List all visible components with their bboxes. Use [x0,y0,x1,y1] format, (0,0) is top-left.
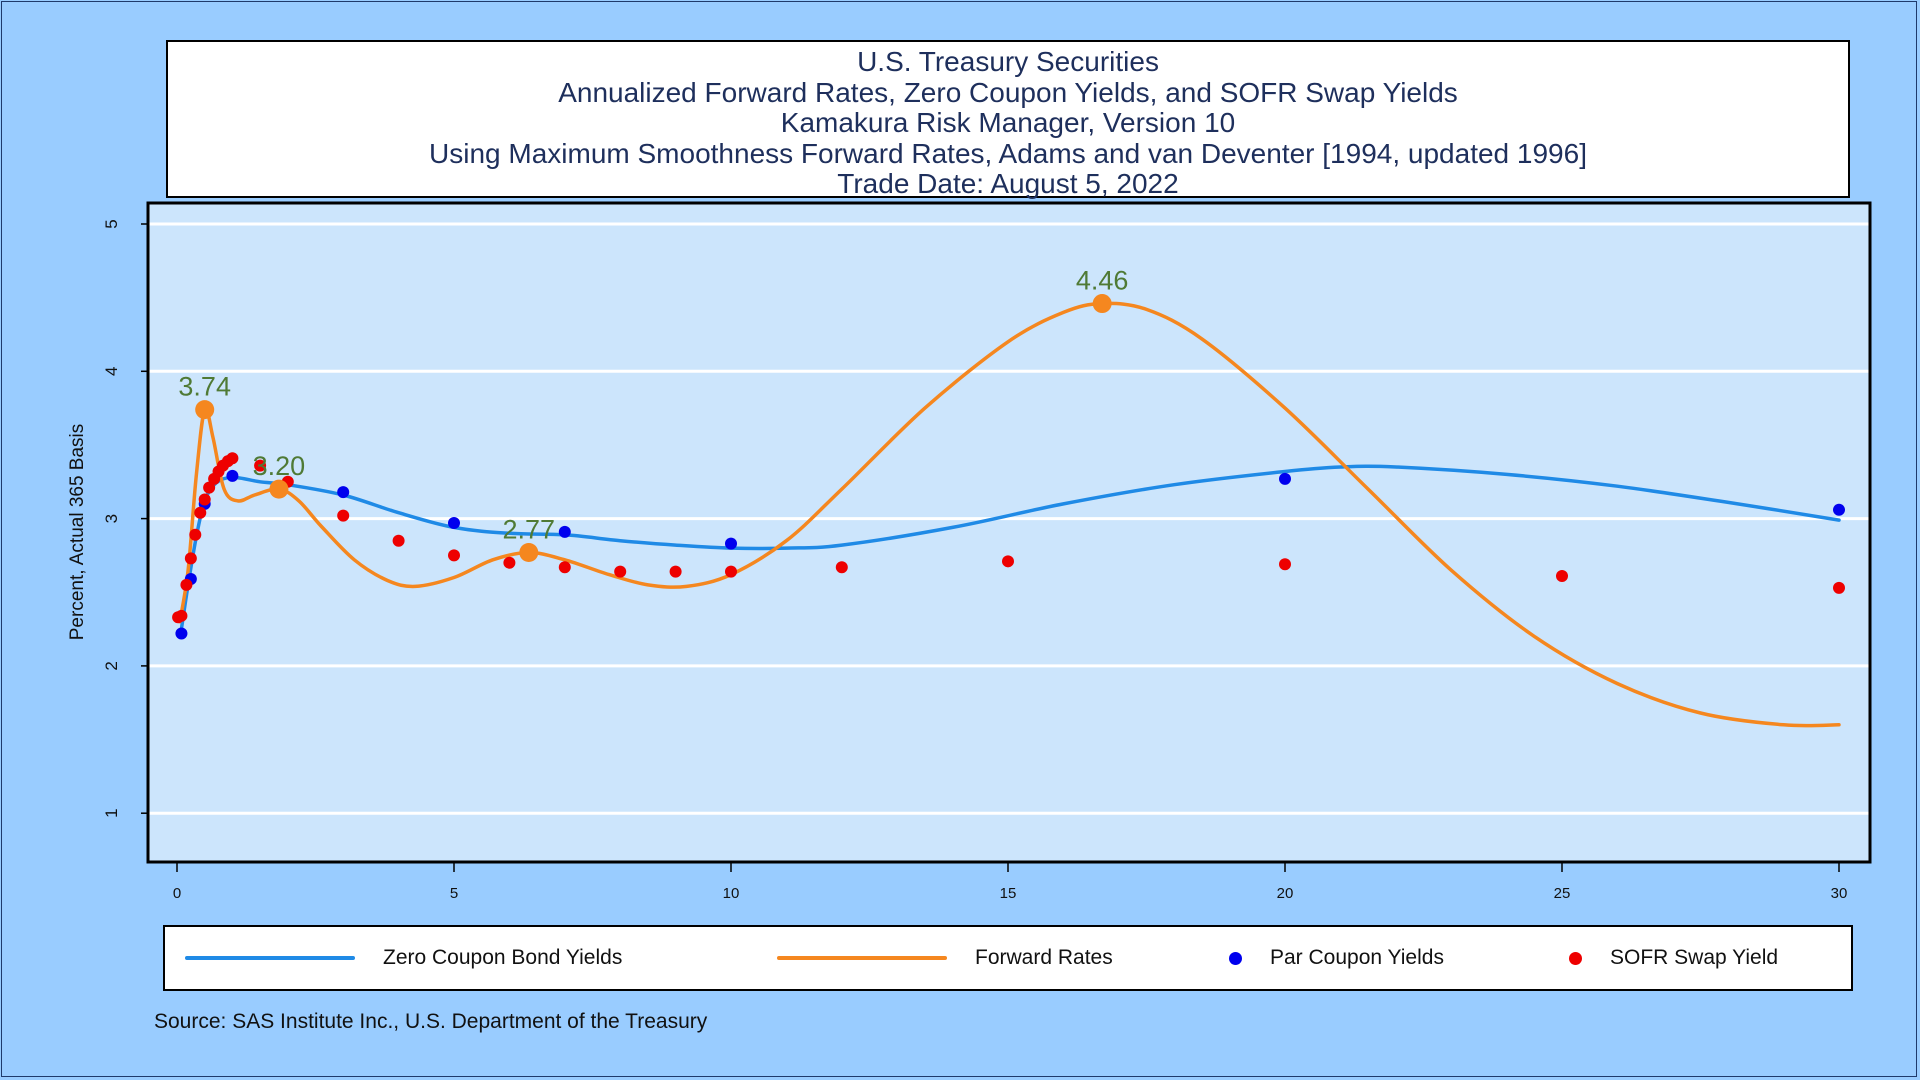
annotation-label-3: 4.46 [1076,266,1129,296]
legend-label-sofr: SOFR Swap Yield [1610,946,1779,969]
sofr-swap-yield-point-21 [669,565,682,578]
sofr-swap-yield-point-12 [226,452,239,465]
sofr-swap-yield-point-27 [1833,581,1845,594]
par-coupon-yield-point-8 [1279,472,1291,485]
sofr-swap-yield-point-24 [1002,555,1014,568]
y-tick-label-5: 5 [102,219,121,228]
x-tick-label-30: 30 [1831,885,1848,902]
title-line-4: Using Maximum Smoothness Forward Rates, … [429,137,1587,169]
annotation-marker-0 [195,400,215,420]
legend-swatch-sofr [1569,951,1582,965]
legend-label-forward: Forward Rates [975,946,1113,969]
sofr-swap-yield-point-6 [198,493,211,506]
plot-area [148,203,1870,862]
series-layer [172,301,1845,728]
title-line-1: U.S. Treasury Securities [857,46,1159,77]
sofr-swap-yield-point-13 [254,459,267,472]
x-tick-label-15: 15 [1000,885,1017,902]
plot-border [146,201,1872,864]
y-axis-label: Percent, Actual 365 Basis [67,424,88,641]
y-tick-label-4: 4 [102,367,121,376]
sofr-swap-yield-point-20 [614,565,627,578]
title-line-2: Annualized Forward Rates, Zero Coupon Yi… [558,76,1458,108]
annotation-marker-2 [519,542,539,562]
x-tick-label-0: 0 [173,885,181,902]
par-coupon-yield-point-0 [175,627,188,640]
sofr-swap-yield-point-19 [558,561,571,574]
legend-swatch-forward [777,956,947,960]
sofr-swap-yield-point-22 [725,565,737,578]
legend-item-sofr: SOFR Swap Yield [1569,927,1778,989]
sofr-swap-yield-point-4 [189,528,202,541]
title-line-5: Trade Date: August 5, 2022 [837,168,1179,199]
plot-background [148,203,1870,862]
annotation-label-2: 2.77 [503,514,556,544]
sofr-swap-yield-point-18 [503,556,516,569]
annotation-marker-3 [1092,294,1112,314]
sofr-swap-yield-point-1 [175,609,188,622]
sofr-swap-yield-point-2 [180,578,193,591]
annotation-label-1: 3.20 [253,451,306,481]
legend-item-par: Par Coupon Yields [1229,927,1444,989]
par-coupon-yield-point-4 [337,486,350,499]
sofr-swap-yield-point-26 [1556,570,1568,583]
sofr-swap-yield-point-5 [194,506,207,519]
x-tick-label-20: 20 [1277,885,1294,902]
legend: Zero Coupon Bond Yields Forward Rates Pa… [163,925,1853,991]
axes: 1 2 3 4 5 0 5 10 15 20 25 30 [102,201,1872,902]
x-tick-label-10: 10 [723,885,740,902]
annotation-marker-1 [269,479,289,499]
x-tick-label-5: 5 [450,885,458,902]
sofr-swap-yield-point-15 [337,509,350,522]
sofr-swap-yield-point-16 [392,534,405,547]
legend-swatch-zero [185,956,355,960]
sofr-swap-yield-point-23 [835,561,848,574]
gridlines [148,222,1870,815]
legend-swatch-par [1229,951,1242,965]
source-note: Source: SAS Institute Inc., U.S. Departm… [154,1010,708,1033]
legend-label-par: Par Coupon Yields [1270,946,1444,969]
annotations: 3.74 3.20 2.77 4.46 [178,266,1128,562]
par-coupon-yield-point-3 [226,469,239,482]
sofr-swap-yield-point-3 [184,552,197,565]
y-tick-label-3: 3 [102,514,121,523]
forward-rate-line [178,301,1841,728]
par-coupon-yield-point-7 [725,537,737,550]
sofr-swap-yield-point-7 [203,481,216,494]
par-coupon-yield-point-9 [1833,503,1845,516]
legend-item-forward: Forward Rates [777,927,1113,989]
y-tick-label-1: 1 [102,808,121,817]
sofr-swap-yield-point-17 [448,549,460,562]
legend-item-zero: Zero Coupon Bond Yields [185,927,622,989]
legend-label-zero: Zero Coupon Bond Yields [383,946,623,969]
annotation-label-0: 3.74 [178,372,231,402]
sofr-swap-yield-point-25 [1279,558,1291,571]
title-line-3: Kamakura Risk Manager, Version 10 [780,107,1236,138]
y-tick-label-2: 2 [102,661,121,670]
x-tick-label-25: 25 [1554,885,1571,902]
par-coupon-yield-point-6 [558,525,571,538]
par-coupon-yield-point-5 [448,517,460,530]
chart-title-box: U.S. Treasury Securities Annualized Forw… [166,40,1850,199]
